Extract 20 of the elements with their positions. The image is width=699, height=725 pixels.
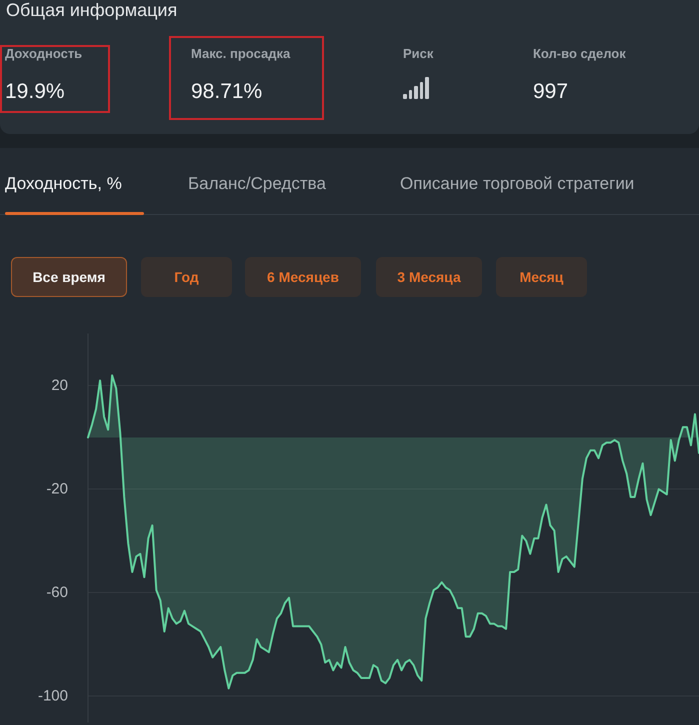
chart-title: Доходность, %: [5, 173, 122, 195]
y-tick-label: -20: [46, 480, 68, 498]
text: 19.9%: [5, 79, 65, 105]
text: 98.71%: [191, 79, 262, 105]
text: Кол-во сделок: [533, 46, 626, 62]
text: Риск: [403, 46, 434, 62]
text: Месяц: [520, 269, 564, 285]
text: Макс. просадка: [191, 46, 290, 62]
text: Общая информация: [6, 0, 178, 20]
text: Баланс/Средства: [188, 173, 326, 195]
text: Доходность: [5, 46, 82, 62]
text: Описание торговой стратегии: [400, 173, 634, 195]
text: Все время: [32, 269, 106, 285]
text: 3 Месяца: [397, 269, 461, 285]
y-tick-label: 20: [51, 376, 68, 394]
text: 6 Месяцев: [267, 269, 339, 285]
text: 997: [533, 79, 568, 105]
y-tick-label: -60: [46, 584, 68, 601]
y-tick-label: -100: [38, 687, 68, 704]
text: Год: [174, 269, 199, 285]
